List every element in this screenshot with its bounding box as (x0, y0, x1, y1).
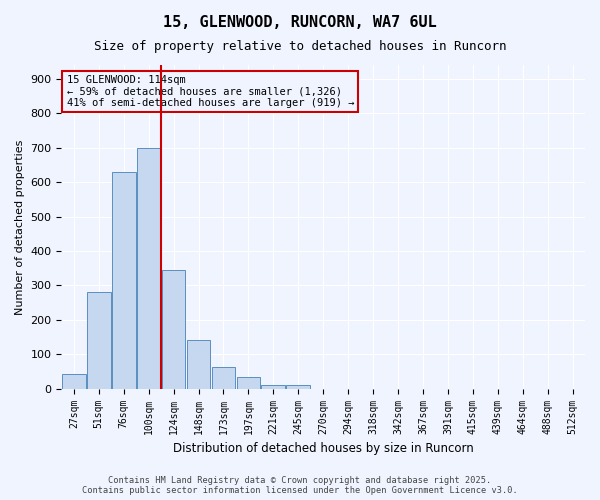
Bar (212, 368, 235, 388)
Text: 15 GLENWOOD: 114sqm
← 59% of detached houses are smaller (1,326)
41% of semi-det: 15 GLENWOOD: 114sqm ← 59% of detached ho… (67, 74, 354, 108)
Y-axis label: Number of detached properties: Number of detached properties (15, 139, 25, 314)
Bar (187, 340, 211, 388)
Bar (112, 172, 136, 388)
Bar (262, 384, 285, 388)
Text: Contains HM Land Registry data © Crown copyright and database right 2025.
Contai: Contains HM Land Registry data © Crown c… (82, 476, 518, 495)
X-axis label: Distribution of detached houses by size in Runcorn: Distribution of detached houses by size … (173, 442, 473, 455)
Text: 15, GLENWOOD, RUNCORN, WA7 6UL: 15, GLENWOOD, RUNCORN, WA7 6UL (163, 15, 437, 30)
Bar (62, 374, 86, 388)
Bar (87, 292, 110, 388)
Bar (286, 386, 310, 388)
Text: Size of property relative to detached houses in Runcorn: Size of property relative to detached ho… (94, 40, 506, 53)
Bar (137, 148, 161, 388)
Bar (236, 376, 260, 388)
Bar (162, 270, 185, 388)
